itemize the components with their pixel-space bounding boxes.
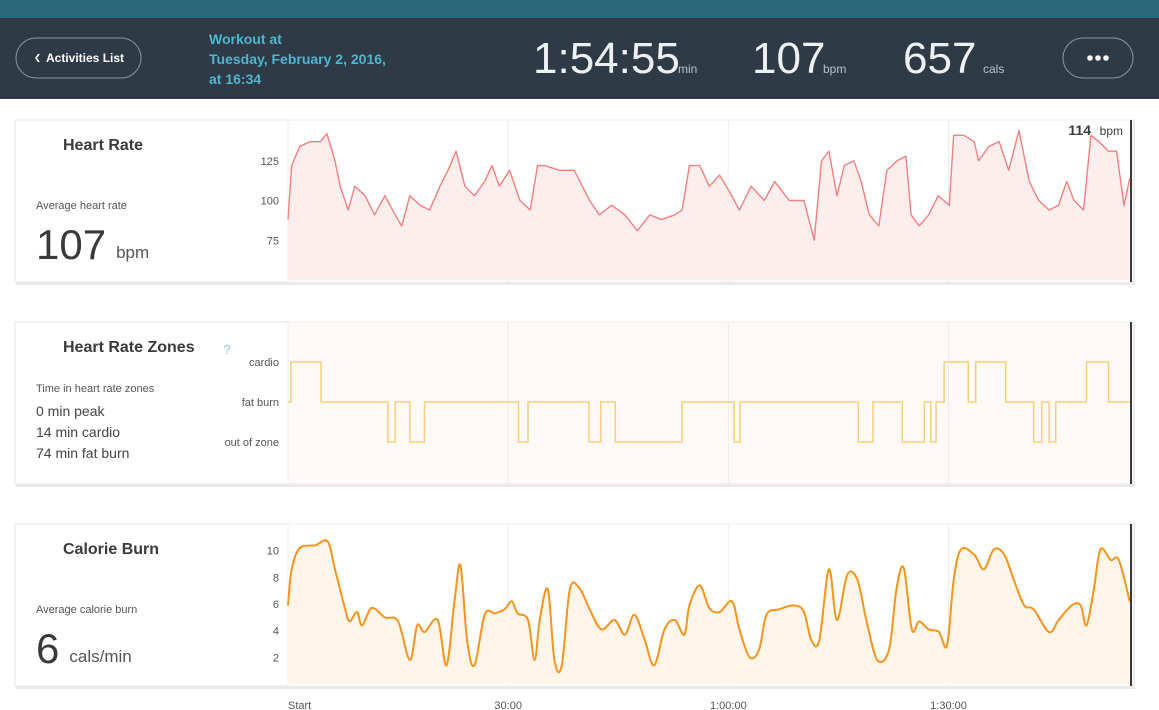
summary-unit: bpm: [116, 243, 149, 262]
button-outline: [15, 37, 142, 79]
area-fill: [288, 130, 1130, 280]
y-tick-label: cardio: [249, 357, 279, 369]
y-tick-label: 100: [261, 196, 279, 208]
x-tick-label: Start: [288, 700, 311, 710]
summary-value: 107: [36, 221, 106, 268]
summary-label: Time in heart rate zones: [36, 383, 155, 395]
summary-line: 14 min cardio: [36, 424, 120, 440]
help-mark[interactable]: ?: [223, 342, 230, 357]
y-tick-label: 6: [273, 599, 279, 611]
y-tick-label: 2: [273, 652, 279, 664]
stat-value: 1:54:55: [533, 34, 680, 83]
current-unit: bpm: [1100, 124, 1123, 138]
more-button[interactable]: [1062, 37, 1134, 79]
stat-value: 657: [903, 34, 976, 83]
dot-icon: [1103, 55, 1109, 61]
x-tick-label: 1:00:00: [710, 700, 747, 710]
y-tick-label: 75: [267, 235, 279, 247]
y-tick-label: fat burn: [242, 397, 279, 409]
summary-value: 6: [36, 625, 59, 672]
plot-area: [287, 321, 1133, 485]
stat-unit: cals: [983, 62, 1004, 76]
current-value: 114: [1068, 122, 1091, 138]
panel-title: Calorie Burn: [63, 541, 159, 558]
summary-label: Average calorie burn: [36, 604, 137, 616]
panel-title: Heart Rate Zones: [63, 339, 195, 356]
dot-icon: [1087, 55, 1093, 61]
y-tick-label: 4: [273, 626, 279, 638]
summary-unit: cals/min: [69, 647, 131, 666]
stat-value: 107: [752, 34, 825, 83]
back-button[interactable]: Activities List: [15, 37, 142, 79]
header-bar: [0, 18, 1159, 99]
y-tick-label: out of zone: [225, 437, 279, 449]
x-tick-label: 1:30:00: [930, 700, 967, 710]
data-line: [287, 539, 1131, 674]
area-fill: [288, 540, 1130, 684]
button-label: Activities List: [46, 51, 124, 65]
y-tick-label: 8: [273, 572, 279, 584]
chevron-icon: [35, 53, 40, 63]
data-line: [287, 129, 1131, 241]
workout-line: at 16:34: [209, 71, 261, 87]
stat-unit: bpm: [823, 62, 846, 76]
workout-line: Workout at: [209, 31, 282, 47]
workout-line: Tuesday, February 2, 2016,: [209, 51, 386, 67]
zone-line: [288, 361, 1132, 443]
summary-line: 0 min peak: [36, 403, 105, 419]
x-tick-label: 30:00: [494, 700, 522, 710]
top-strip: [0, 0, 1159, 18]
panel-title: Heart Rate: [63, 137, 143, 154]
button-outline: [1062, 37, 1134, 79]
y-tick-label: 125: [261, 156, 279, 168]
summary-label: Average heart rate: [36, 200, 127, 212]
dot-icon: [1095, 55, 1101, 61]
stat-unit: min: [678, 62, 697, 76]
summary-line: 74 min fat burn: [36, 445, 129, 461]
y-tick-label: 10: [267, 546, 279, 558]
